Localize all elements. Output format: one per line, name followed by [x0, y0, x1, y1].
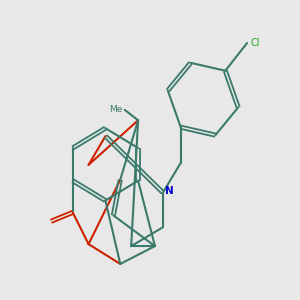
Text: Me: Me [109, 105, 122, 114]
Text: Cl: Cl [250, 38, 260, 48]
Text: N: N [165, 186, 174, 196]
